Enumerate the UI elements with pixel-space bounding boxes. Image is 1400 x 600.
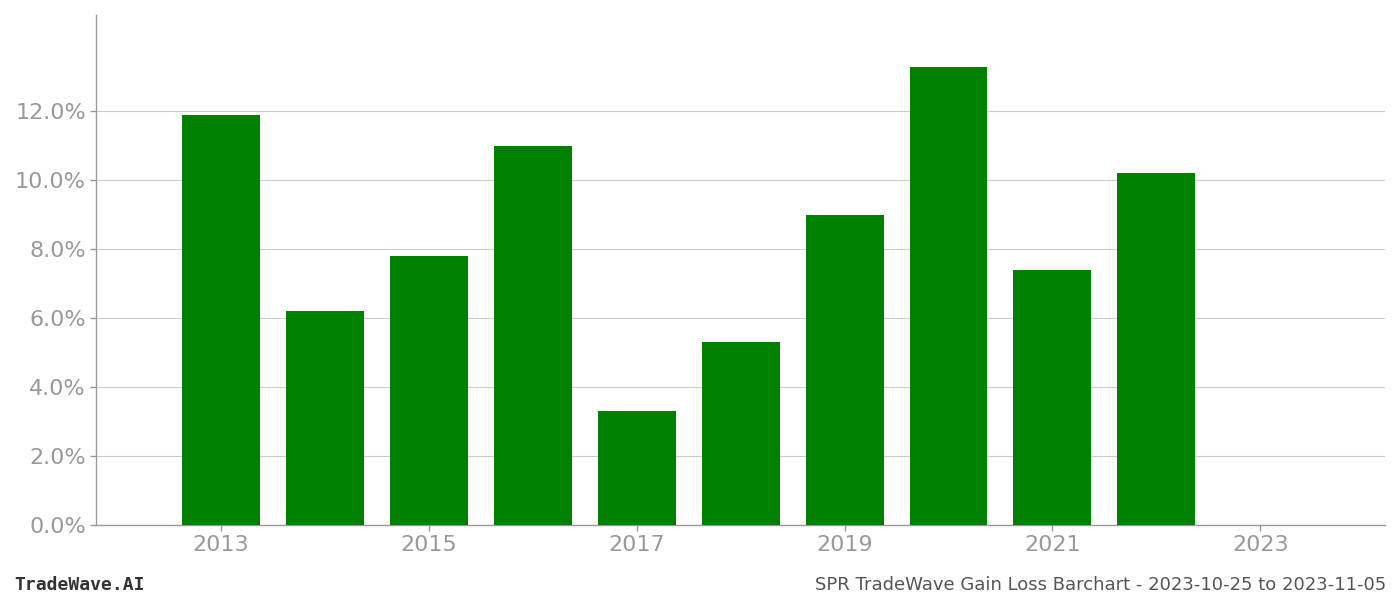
Bar <box>910 67 987 524</box>
Bar <box>701 342 780 524</box>
Text: TradeWave.AI: TradeWave.AI <box>14 576 144 594</box>
Bar <box>598 411 676 524</box>
Bar <box>1117 173 1196 524</box>
Bar <box>389 256 468 524</box>
Bar <box>1014 270 1092 524</box>
Text: SPR TradeWave Gain Loss Barchart - 2023-10-25 to 2023-11-05: SPR TradeWave Gain Loss Barchart - 2023-… <box>815 576 1386 594</box>
Bar <box>286 311 364 524</box>
Bar <box>494 146 571 524</box>
Bar <box>182 115 260 524</box>
Bar <box>805 215 883 524</box>
